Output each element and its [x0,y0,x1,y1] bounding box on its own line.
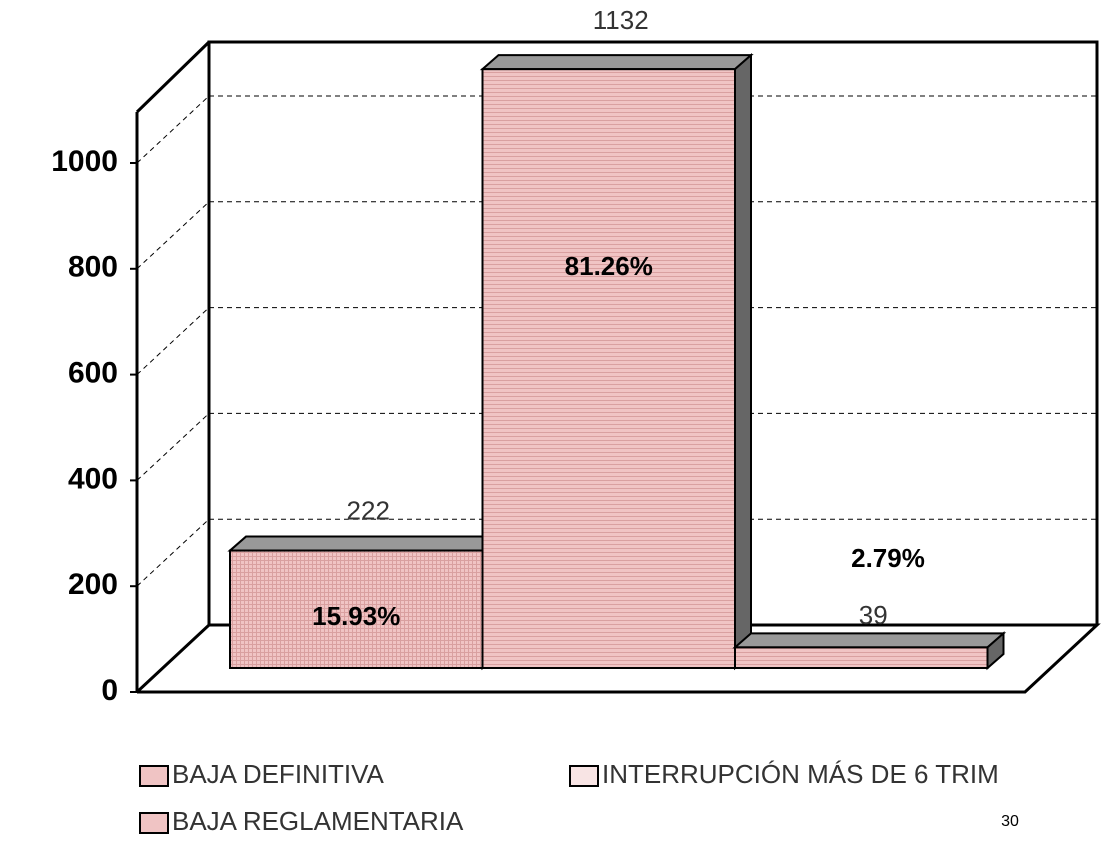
y-tick-label: 200 [68,568,118,601]
legend-label: BAJA DEFINITIVA [172,759,385,789]
legend-label: INTERRUPCIÓN MÁS DE 6 TRIM [602,759,999,789]
grid-line [136,413,210,481]
grid-line [136,201,210,270]
legend-swatch [139,765,169,787]
percent-label: 2.79% [851,543,925,573]
y-tick-label: 1000 [51,145,118,178]
grid-line [136,95,210,164]
bar [481,68,736,669]
y-tick-label: 0 [101,674,118,707]
legend-label: BAJA REGLAMENTARIA [172,806,464,836]
y-tick-label: 800 [68,251,118,284]
data-label: 222 [347,495,390,525]
bar-top [732,632,1007,649]
y-tick-label: 400 [68,462,118,495]
percent-label: 15.93% [312,601,400,631]
bar-top [227,535,502,552]
bar [734,646,989,670]
frame [135,40,1101,694]
grid-line [136,307,210,375]
grid-line [136,518,210,587]
y-tick-label: 600 [68,357,118,390]
bar-top [479,54,754,71]
legend-swatch [569,765,599,787]
data-label: 1132 [593,5,649,35]
data-label: 39 [859,600,888,630]
page-number: 30 [1001,813,1019,830]
percent-label: 81.26% [565,251,653,281]
legend-swatch [139,812,169,834]
bar [229,549,484,670]
bar-side [734,52,752,671]
